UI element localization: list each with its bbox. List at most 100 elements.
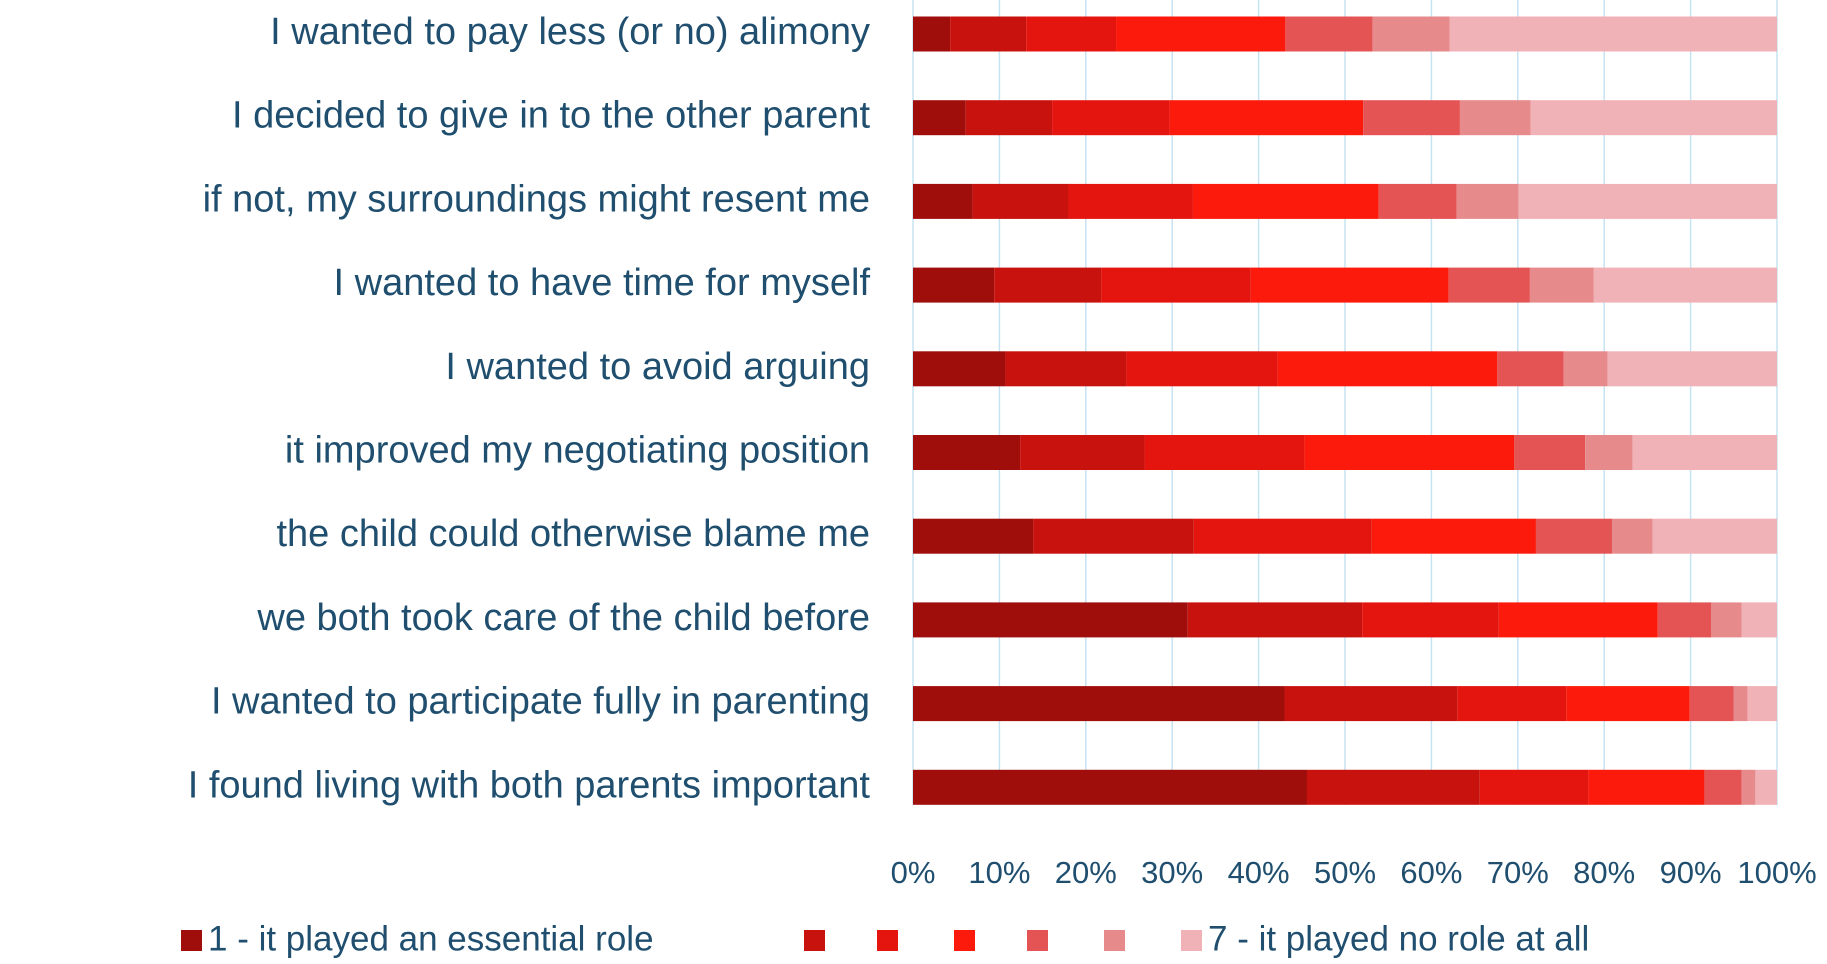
- bar-segment: [1026, 16, 1117, 52]
- bar-segment: [1304, 435, 1515, 470]
- x-tick-label: 60%: [1400, 855, 1462, 890]
- bar-segment: [1363, 100, 1460, 136]
- bar-segment: [1187, 602, 1363, 638]
- y-tick-label: I found living with both parents importa…: [188, 764, 871, 806]
- x-tick-label: 20%: [1055, 855, 1117, 890]
- bar-segment: [1144, 435, 1305, 470]
- bar-segment: [1632, 435, 1777, 470]
- bar-segment: [1372, 16, 1450, 52]
- bar-segment: [913, 518, 1034, 554]
- legend-label: 7 - it played no role at all: [1208, 919, 1589, 958]
- bar-segment: [1563, 351, 1608, 387]
- bar-segment: [1284, 686, 1458, 722]
- bar-segment: [1277, 351, 1498, 387]
- x-tick-label: 0%: [891, 855, 936, 890]
- bar-segment: [1378, 183, 1457, 219]
- legend-swatch: [1104, 930, 1125, 951]
- x-tick-label: 90%: [1660, 855, 1722, 890]
- bar-segment: [913, 16, 951, 52]
- y-tick-label: I wanted to participate fully in parenti…: [211, 681, 870, 723]
- bar-segment: [1593, 267, 1777, 303]
- x-tick-label: 80%: [1573, 855, 1635, 890]
- y-tick-label: I decided to give in to the other parent: [232, 95, 870, 137]
- bar-segment: [1611, 518, 1653, 554]
- bar-segment: [913, 602, 1188, 638]
- legend-swatch: [954, 930, 975, 951]
- bar-segment: [1566, 686, 1690, 722]
- bar-segment: [1068, 183, 1193, 219]
- bar-segment: [1371, 518, 1536, 554]
- bar-segment: [1497, 351, 1564, 387]
- bar-segment: [1020, 435, 1145, 470]
- bar-segment: [1689, 686, 1734, 722]
- bar-segment: [1192, 183, 1379, 219]
- bar-segment: [1169, 100, 1364, 136]
- bar-segment: [1518, 183, 1777, 219]
- legend-swatch: [1181, 930, 1202, 951]
- bar-segment: [913, 686, 1285, 722]
- bar-segment: [1747, 686, 1777, 722]
- legend-swatch: [804, 930, 825, 951]
- y-tick-label: I wanted to pay less (or no) alimony: [270, 11, 870, 53]
- x-tick-label: 100%: [1737, 855, 1816, 890]
- bar-segment: [1657, 602, 1712, 638]
- bar-segment: [1193, 518, 1372, 554]
- bar-segment: [1755, 769, 1777, 805]
- bar-segment: [994, 267, 1102, 303]
- bar-segment: [1033, 518, 1194, 554]
- bar-segment: [1711, 602, 1742, 638]
- x-tick-label: 50%: [1314, 855, 1376, 890]
- bar-segment: [1005, 351, 1127, 387]
- bar-segment: [1456, 183, 1519, 219]
- y-tick-label: the child could otherwise blame me: [276, 513, 870, 555]
- y-tick-label: I wanted to avoid arguing: [445, 346, 870, 388]
- bar-segment: [965, 100, 1053, 136]
- bar-segment: [1459, 100, 1531, 136]
- legend-swatch: [877, 930, 898, 951]
- bar-segment: [1652, 518, 1777, 554]
- legend-label: 1 - it played an essential role: [208, 919, 654, 958]
- bar-segment: [1498, 602, 1658, 638]
- bar-segment: [913, 351, 1006, 387]
- y-tick-label: it improved my negotiating position: [285, 430, 870, 472]
- x-tick-label: 10%: [968, 855, 1030, 890]
- bar-segment: [1479, 769, 1589, 805]
- bar-segment: [913, 100, 966, 136]
- bar-segment: [913, 267, 995, 303]
- bar-segment: [1607, 351, 1777, 387]
- bar-segment: [913, 435, 1021, 470]
- bar-segment: [1126, 351, 1278, 387]
- bar-segment: [1588, 769, 1705, 805]
- legend-swatch: [1027, 930, 1048, 951]
- y-tick-label: I wanted to have time for myself: [334, 262, 871, 304]
- bar-segment: [1101, 267, 1251, 303]
- bar-segment: [972, 183, 1069, 219]
- bar-segment: [1741, 602, 1777, 638]
- bar-segment: [1514, 435, 1586, 470]
- bar-segment: [913, 183, 973, 219]
- legend-swatch: [181, 930, 202, 951]
- x-tick-label: 70%: [1487, 855, 1549, 890]
- bar-segment: [913, 769, 1307, 805]
- bar-segment: [1052, 100, 1170, 136]
- bar-segment: [1733, 686, 1748, 722]
- bar-segment: [1116, 16, 1286, 52]
- bar-segment: [1529, 267, 1594, 303]
- bar-segment: [1449, 16, 1777, 52]
- bar-segment: [1704, 769, 1742, 805]
- bar-segment: [950, 16, 1027, 52]
- bar-segment: [1530, 100, 1777, 136]
- bar-segment: [1535, 518, 1612, 554]
- bar-segment: [1250, 267, 1449, 303]
- bar-segment: [1741, 769, 1756, 805]
- y-tick-label: we both took care of the child before: [256, 597, 870, 639]
- x-tick-label: 30%: [1141, 855, 1203, 890]
- bar-segment: [1585, 435, 1633, 470]
- bar-segment: [1362, 602, 1499, 638]
- bar-segment: [1457, 686, 1567, 722]
- bar-segment: [1285, 16, 1373, 52]
- x-tick-label: 40%: [1228, 855, 1290, 890]
- bar-segment: [1306, 769, 1480, 805]
- bar-segment: [1448, 267, 1530, 303]
